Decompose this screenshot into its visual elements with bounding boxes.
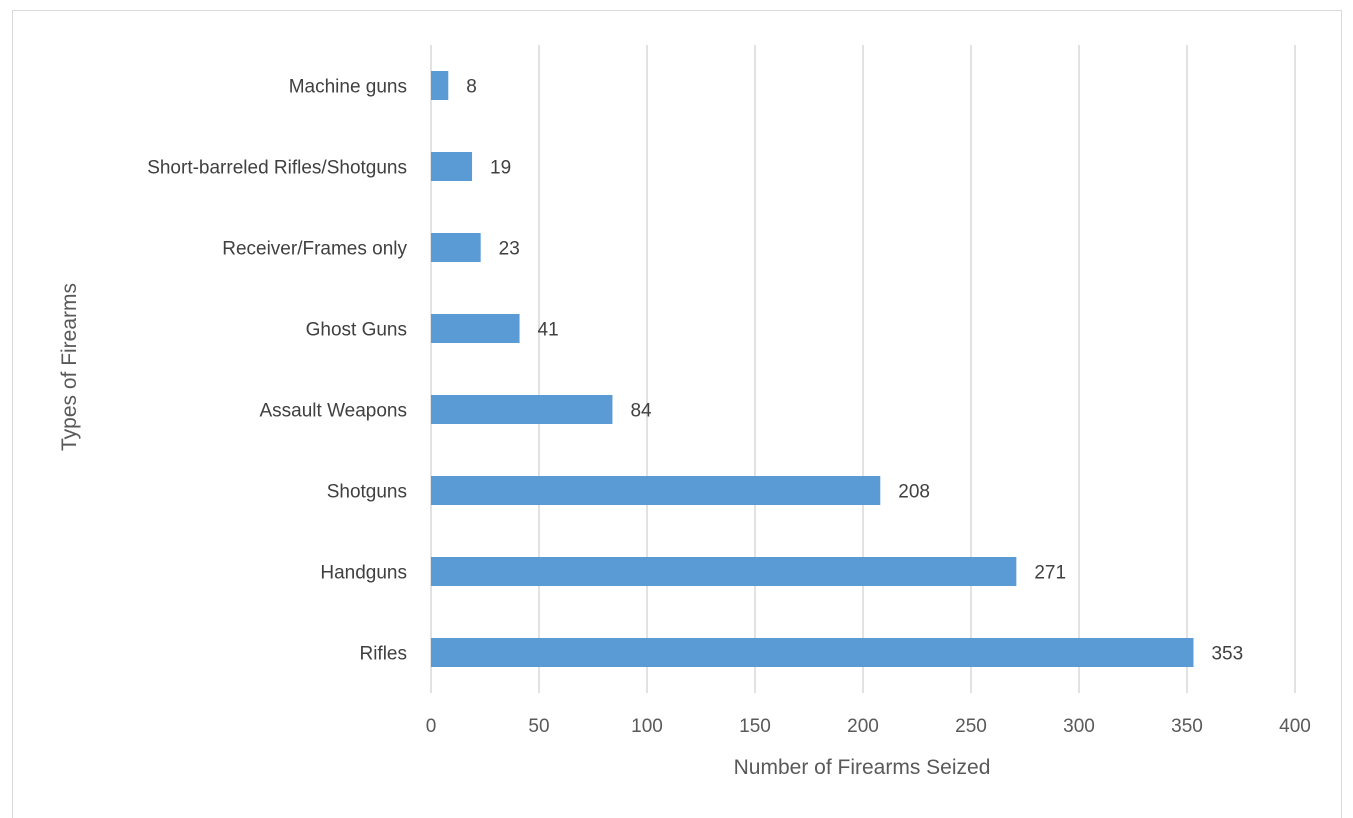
x-tick-label: 100	[631, 716, 663, 737]
bar-rifles	[431, 638, 1194, 667]
value-label: 84	[630, 401, 652, 422]
bar-handguns	[431, 557, 1017, 586]
bar-shotguns	[431, 476, 881, 505]
x-tick-label: 300	[1063, 716, 1095, 737]
bar-receiver-frames-only	[431, 233, 481, 262]
x-tick-label: 400	[1279, 716, 1311, 737]
gridlines	[430, 45, 1296, 693]
bars	[431, 71, 1194, 667]
category-label: Machine guns	[289, 77, 407, 98]
category-label: Receiver/Frames only	[222, 239, 407, 260]
category-label: Ghost Guns	[306, 320, 407, 341]
value-label: 23	[499, 239, 520, 260]
bar-assault-weapons	[431, 395, 613, 424]
category-label: Rifles	[359, 644, 407, 665]
category-label: Shotguns	[327, 482, 407, 503]
value-label: 8	[466, 77, 477, 98]
x-tick-label: 250	[955, 716, 987, 737]
value-label: 353	[1211, 644, 1243, 665]
y-axis-title: Types of Firearms	[58, 283, 81, 451]
x-tick-labels: 0 50 100 150 200 250 300 350 400	[426, 716, 1311, 737]
value-label: 271	[1034, 563, 1066, 584]
x-tick-label: 50	[528, 716, 549, 737]
chart-frame	[12, 10, 1342, 818]
category-label: Assault Weapons	[259, 401, 407, 422]
value-label: 208	[898, 482, 930, 503]
bar-machine-guns	[431, 71, 449, 100]
value-labels: 8 19 23 41 84 208 271 353	[466, 77, 1243, 665]
category-labels: Machine guns Short-barreled Rifles/Shotgu…	[147, 77, 407, 665]
x-tick-label: 350	[1171, 716, 1203, 737]
value-label: 41	[538, 320, 559, 341]
bar-ghost-guns	[431, 314, 520, 343]
x-tick-label: 200	[847, 716, 879, 737]
value-label: 19	[490, 158, 511, 179]
x-tick-label: 0	[426, 716, 437, 737]
category-label: Short-barreled Rifles/Shotguns	[147, 158, 407, 179]
x-axis-title: Number of Firearms Seized	[734, 756, 991, 779]
bar-short-barreled-rifles-shotguns	[431, 152, 473, 181]
x-tick-label: 150	[739, 716, 771, 737]
category-label: Handguns	[320, 563, 407, 584]
